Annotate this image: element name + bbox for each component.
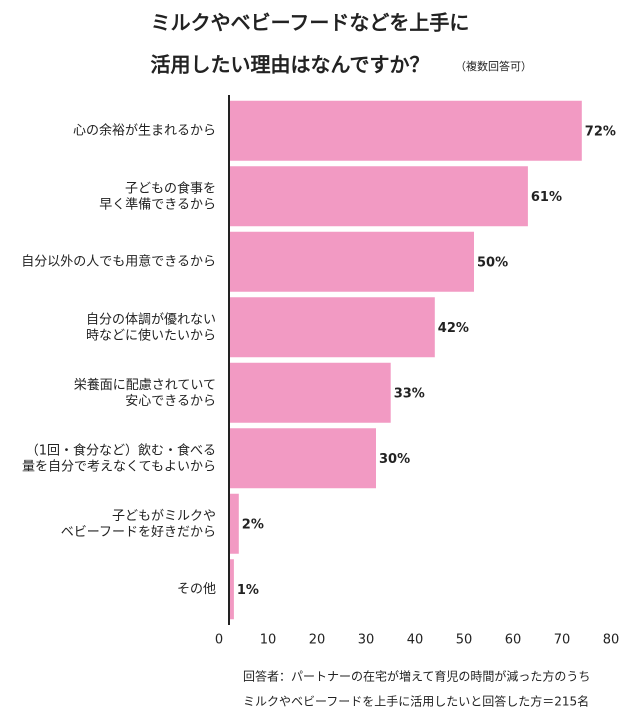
category-label: （1回・食分など）飲む・食べる量を自分で考えなくてもよいから: [22, 442, 216, 474]
x-tick-label: 60: [505, 633, 522, 648]
value-label: 1%: [237, 583, 259, 598]
value-label: 30%: [379, 452, 410, 467]
value-label: 61%: [531, 190, 562, 205]
category-label: その他: [177, 582, 216, 597]
value-label: 50%: [477, 255, 508, 270]
x-tick-label: 70: [554, 633, 571, 648]
note: 回答者：パートナーの在宅が増えて育児の時間が減った方のうち: [243, 669, 590, 684]
chart-subtitle: （複数回答可）: [455, 59, 532, 73]
bar: [229, 559, 234, 620]
bar: [229, 166, 528, 227]
category-label: 自分の体調が優れない時などに使いたいから: [86, 312, 216, 343]
bar: [229, 100, 582, 161]
x-tick-label: 0: [215, 633, 223, 648]
value-label: 33%: [394, 386, 425, 401]
bar: [229, 297, 435, 358]
x-tick-label: 30: [358, 633, 375, 648]
value-label: 2%: [242, 517, 264, 532]
value-label: 42%: [438, 321, 469, 336]
category-label: 子どもがミルクやベビーフードを好きだから: [61, 508, 216, 539]
bar: [229, 493, 239, 554]
x-tick-label: 50: [456, 633, 473, 648]
bar: [229, 428, 376, 489]
bar: [229, 362, 391, 423]
note: ミルクやベビーフードを上手に活用したいと回答した方＝215名: [243, 694, 589, 709]
x-tick-label: 10: [260, 633, 277, 648]
category-label: 自分以外の人でも用意できるから: [21, 253, 216, 269]
value-label: 72%: [585, 124, 616, 139]
chart-title: ミルクやベビーフードなどを上手に: [151, 11, 470, 35]
category-label: 心の余裕が生まれるから: [73, 122, 216, 138]
category-label: 栄養面に配慮されていて安心できるから: [74, 376, 216, 408]
x-tick-label: 40: [407, 633, 424, 648]
chart-title: 活用したい理由はなんですか？: [151, 53, 430, 77]
bar: [229, 231, 474, 292]
x-tick-label: 20: [309, 633, 326, 648]
category-label: 子どもの食事を早く準備できるから: [99, 180, 216, 212]
x-tick-label: 80: [603, 633, 620, 648]
